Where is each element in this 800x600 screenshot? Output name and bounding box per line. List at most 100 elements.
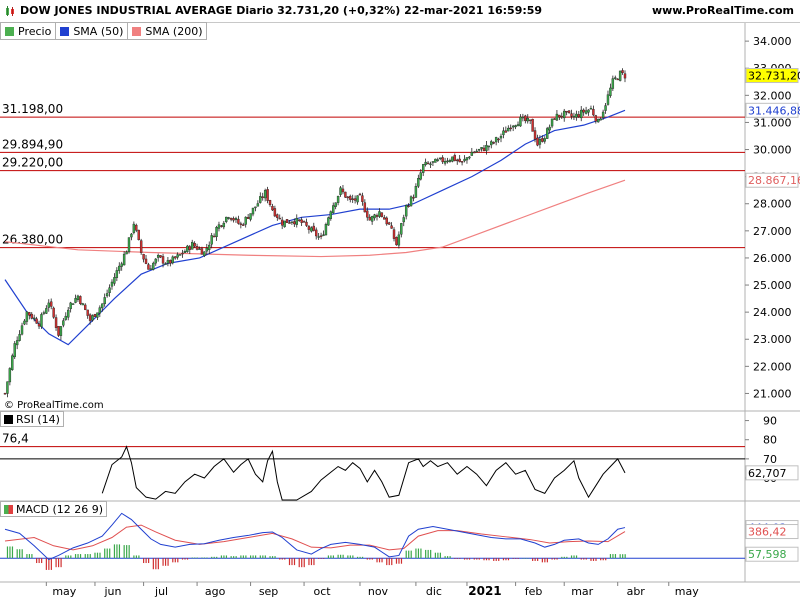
candle-body <box>246 217 250 219</box>
macd-histogram-bar <box>216 556 218 559</box>
candle-body <box>239 223 243 225</box>
candle-body <box>173 256 177 259</box>
candle-body <box>101 303 104 309</box>
candle-body <box>436 159 439 161</box>
price-legend[interactable]: Precio SMA (50) SMA (200) <box>0 22 208 40</box>
candle-body <box>397 234 401 246</box>
candle-body <box>545 128 549 139</box>
candle-body <box>336 195 340 203</box>
candle-body <box>609 87 612 96</box>
macd-histogram-bar <box>233 556 235 559</box>
macd-histogram-bar <box>196 557 198 559</box>
candle-body <box>621 70 624 73</box>
macd-histogram-bar <box>386 558 388 566</box>
candle-body <box>122 253 126 266</box>
candle-body <box>480 147 483 150</box>
legend-label-price: Precio <box>18 24 52 38</box>
macd-panel-label[interactable]: MACD (12 26 9) <box>0 501 108 517</box>
candle-body <box>373 214 376 219</box>
candle-body <box>271 205 274 211</box>
macd-histogram-bar <box>498 558 500 561</box>
candle-body <box>487 145 491 148</box>
macd-histogram-bar <box>84 554 86 559</box>
legend-item-price[interactable]: Precio <box>1 23 57 39</box>
candle-body <box>606 94 610 105</box>
macd-histogram-bar <box>524 558 527 559</box>
rsi-level-label: 76,4 <box>2 432 29 446</box>
macd-histogram-bar <box>16 549 18 559</box>
x-tick-label: 2021 <box>468 584 501 598</box>
candle-body <box>346 196 350 199</box>
macd-histogram-bar <box>563 556 565 559</box>
candle-body <box>533 130 537 140</box>
macd-histogram-bar <box>415 548 417 559</box>
candle-body <box>35 318 38 324</box>
macd-histogram-bar <box>57 558 60 568</box>
macd-histogram-bar <box>250 555 252 559</box>
macd-histogram-bar <box>26 554 28 559</box>
macd-histogram-bar <box>181 558 184 560</box>
y-tick-label: 34.000 <box>753 35 792 48</box>
candle-body <box>611 78 615 89</box>
x-tick-label: jul <box>154 585 168 598</box>
candle-body <box>463 158 466 162</box>
candle-body <box>8 368 12 383</box>
candle-body <box>205 247 209 252</box>
candle-body <box>417 177 420 187</box>
legend-item-sma200[interactable]: SMA (200) <box>128 23 206 39</box>
macd-histogram-bar <box>213 556 215 559</box>
macd-histogram-bar <box>133 555 135 559</box>
candle-body <box>599 118 602 121</box>
candle-body <box>6 381 9 394</box>
macd-histogram-bar <box>245 555 247 559</box>
candle-body <box>268 200 272 206</box>
macd-histogram-bar <box>225 555 228 559</box>
rsi-panel-bg <box>0 411 745 501</box>
macd-histogram-bar <box>430 549 432 559</box>
candle-body <box>256 203 260 207</box>
last-value-tag <box>745 68 799 84</box>
rsi-line <box>101 445 626 501</box>
sma200-line <box>4 179 626 258</box>
macd-histogram-bar <box>41 558 43 564</box>
candle-body <box>616 78 619 81</box>
macd-histogram-bar <box>255 555 257 559</box>
candle-body <box>93 314 97 317</box>
macd-histogram-bar <box>148 558 150 564</box>
macd-histogram-bar <box>259 555 261 559</box>
y-tick-label: 26.000 <box>753 252 792 265</box>
macd-histogram-bar <box>612 554 614 559</box>
candle-body <box>11 355 14 371</box>
candle-body <box>297 219 301 221</box>
macd-panel-bg <box>0 501 745 582</box>
sma50-line <box>4 109 626 346</box>
legend-item-sma50[interactable]: SMA (50) <box>56 23 129 39</box>
macd-histogram-bar <box>240 555 242 559</box>
candle-body <box>322 234 325 236</box>
macd-histogram-bar <box>493 558 495 561</box>
x-tick-label: may <box>52 585 76 598</box>
candle-body <box>23 320 26 325</box>
macd-histogram-bar <box>566 556 568 559</box>
rsi-panel-label[interactable]: RSI (14) <box>0 411 64 427</box>
candle-body <box>431 161 435 163</box>
macd-histogram-bar <box>595 558 597 561</box>
candle-body <box>130 233 133 238</box>
candle-body <box>558 114 561 118</box>
support-level-label: 31.198,00 <box>2 102 63 116</box>
macd-histogram-bar <box>556 558 558 560</box>
site-url[interactable]: www.ProRealTime.com <box>651 4 794 17</box>
candle-body <box>200 248 204 255</box>
candle-body <box>118 265 121 271</box>
macd-histogram-bar <box>45 558 47 570</box>
macd-histogram-bar <box>507 558 510 561</box>
y-tick-label: 24.000 <box>753 306 792 319</box>
candle-body <box>225 216 228 222</box>
candle-body <box>589 108 593 110</box>
candle-body <box>159 255 162 258</box>
candle-body <box>407 205 410 207</box>
last-value-tag <box>745 102 799 118</box>
candle-body <box>139 240 143 253</box>
candle-body <box>135 224 138 231</box>
